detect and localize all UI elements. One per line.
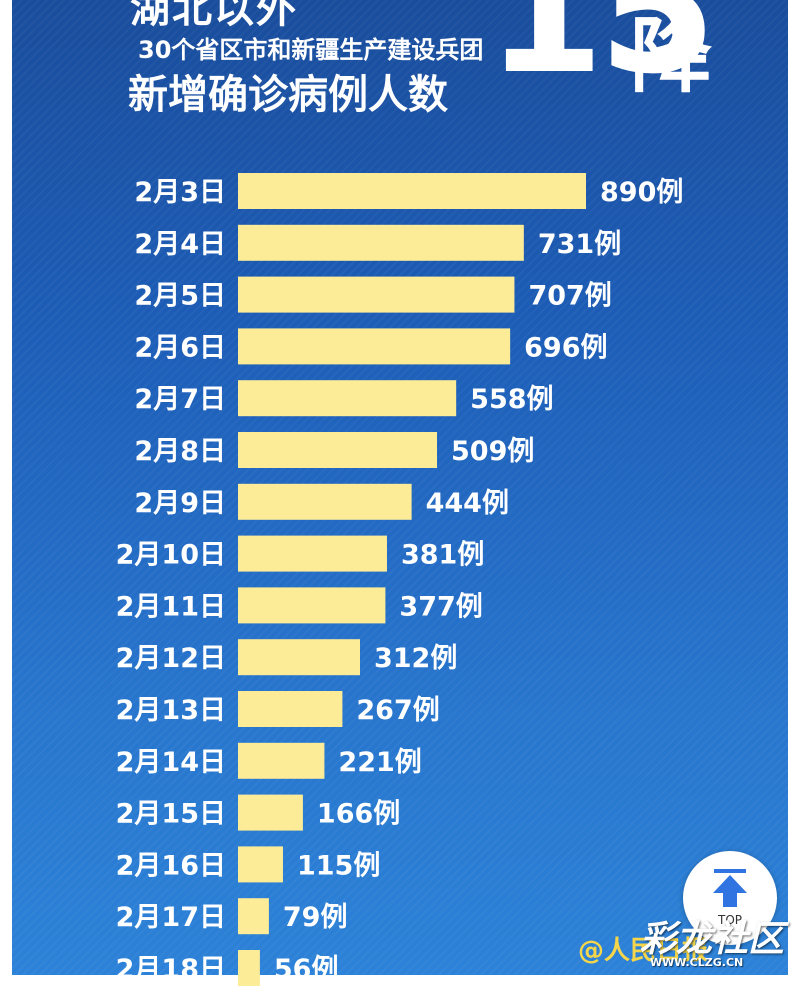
bar (238, 691, 343, 727)
data-label: 731例 (538, 229, 621, 260)
data-label: 221例 (338, 747, 421, 778)
bar (238, 742, 325, 779)
data-label: 558例 (470, 384, 553, 415)
bar (238, 224, 524, 261)
data-label: 377例 (399, 591, 482, 622)
data-label: 707例 (528, 281, 611, 312)
bar (238, 587, 386, 624)
category-label: 2月6日 (134, 332, 226, 363)
back-to-top-button[interactable]: TOP (683, 851, 777, 945)
headline-top-cropped: 湖北以外 (130, 0, 298, 32)
chart-title: 新增确诊病例人数 (128, 72, 448, 118)
category-label: 2月5日 (134, 281, 226, 312)
watermark-title: 彩龙社区 (640, 918, 785, 960)
category-label: 2月16日 (116, 850, 226, 881)
watermark-url: WWW.CLZG.CN (650, 956, 744, 969)
bar (238, 380, 457, 417)
bar (238, 950, 260, 986)
arrow-up-icon (713, 869, 747, 907)
publisher-logo: @人民日报 (578, 936, 709, 966)
bar (238, 535, 387, 572)
data-label: 115例 (297, 850, 380, 881)
site-watermark: 彩龙社区 WWW.CLZG.CN (640, 910, 790, 980)
back-to-top-label: TOP (717, 913, 742, 927)
bar (238, 794, 303, 831)
data-label: 444例 (426, 488, 509, 519)
category-label: 2月9日 (134, 488, 226, 519)
bar (238, 846, 283, 883)
data-label: 267例 (356, 695, 439, 726)
data-label: 381例 (401, 540, 484, 571)
bar (238, 483, 412, 520)
category-label: 2月13日 (116, 695, 226, 726)
data-label: 56例 (274, 954, 339, 985)
bar (238, 328, 511, 365)
data-label: 79例 (283, 902, 348, 933)
category-label: 2月11日 (116, 591, 226, 622)
bar (238, 432, 438, 468)
category-label: 2月7日 (134, 384, 226, 415)
bar (238, 276, 515, 313)
category-label: 2月17日 (116, 902, 226, 933)
category-label: 2月12日 (116, 643, 226, 674)
category-label: 2月3日 (134, 177, 226, 208)
data-label: 509例 (451, 436, 534, 467)
big-number: 15 (486, 0, 717, 112)
category-label: 2月18日 (116, 954, 226, 985)
bar (238, 898, 269, 935)
bar (238, 173, 586, 209)
data-label: 696例 (524, 332, 607, 363)
chart-subtitle: 30个省区市和新疆生产建设兵团 (138, 36, 484, 64)
category-label: 2月8日 (134, 436, 226, 467)
category-label: 2月14日 (116, 747, 226, 778)
category-label: 2月10日 (116, 540, 226, 571)
data-label: 890例 (600, 177, 683, 208)
data-label: 166例 (317, 799, 400, 830)
big-character: 降 (630, 9, 713, 104)
data-label: 312例 (374, 643, 457, 674)
category-label: 2月15日 (116, 799, 226, 830)
bar (238, 639, 360, 676)
category-label: 2月4日 (134, 229, 226, 260)
